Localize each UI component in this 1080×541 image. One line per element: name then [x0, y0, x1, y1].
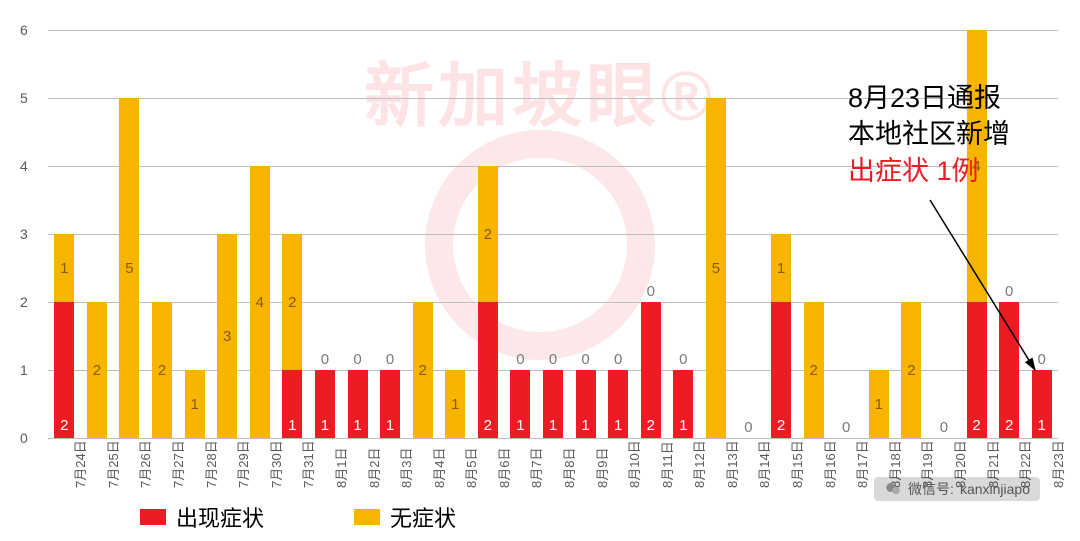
- x-tick-label: 8月4日: [429, 448, 448, 488]
- x-tick-label: 8月3日: [396, 448, 415, 488]
- x-tick-label: 8月7日: [526, 448, 545, 488]
- bar-label-asymptomatic: 2: [478, 226, 498, 243]
- x-tick-label: 8月16日: [820, 440, 839, 488]
- bar-label-symptomatic: 1: [315, 417, 335, 434]
- x-tick-label: 8月11日: [657, 441, 676, 488]
- legend-item-asymptomatic: 无症状: [354, 501, 456, 533]
- x-tick-label: 7月30日: [266, 440, 285, 488]
- x-tick-label: 8月1日: [331, 448, 350, 488]
- x-tick-label: 7月27日: [168, 440, 187, 488]
- legend-label-asymptomatic: 无症状: [390, 501, 456, 533]
- annotation-line3: 出症状 1例: [848, 153, 1010, 189]
- bar-label-zero-top: 0: [673, 351, 693, 368]
- legend: 出现症状 无症状: [140, 501, 456, 533]
- x-tick-label: 8月14日: [754, 440, 773, 488]
- bar-label-symptomatic: 1: [348, 417, 368, 434]
- bar-label-zero-top: 0: [348, 351, 368, 368]
- chart-container: 新加坡眼® 0123456212521341210101021221010101…: [0, 0, 1080, 541]
- bar-label-zero-top: 0: [1032, 351, 1052, 368]
- x-tick-label: 8月17日: [852, 440, 871, 488]
- wechat-badge: 微信号: kanxinjiapo: [874, 477, 1040, 501]
- bar-label-symptomatic: 1: [380, 417, 400, 434]
- x-tick-label: 8月6日: [494, 448, 513, 488]
- bar-label-zero-top: 0: [510, 351, 530, 368]
- bar-label-asymptomatic: 2: [901, 362, 921, 379]
- wechat-icon: [884, 480, 902, 498]
- y-tick-label: 1: [20, 362, 28, 378]
- x-tick-label: 7月28日: [201, 440, 220, 488]
- bar-label-symptomatic: 1: [1032, 417, 1052, 434]
- bar-label-asymptomatic: 2: [152, 362, 172, 379]
- bar-label-zero-top: 0: [641, 283, 661, 300]
- bar-label-symptomatic: 2: [967, 417, 987, 434]
- x-tick-label: 7月24日: [70, 440, 89, 488]
- bar-label-asymptomatic: 1: [54, 260, 74, 277]
- x-tick-label: 7月31日: [298, 440, 317, 488]
- x-tick-label: 7月26日: [135, 440, 154, 488]
- bar-label-zero: 0: [836, 419, 856, 436]
- y-tick-label: 5: [20, 90, 28, 106]
- bar-label-asymptomatic: 4: [250, 294, 270, 311]
- annotation-line2: 本地社区新增: [848, 116, 1010, 152]
- bar-label-symptomatic: 1: [673, 417, 693, 434]
- bar-label-asymptomatic: 1: [445, 396, 465, 413]
- bar-label-zero-top: 0: [576, 351, 596, 368]
- annotation-callout: 8月23日通报 本地社区新增 出症状 1例: [848, 80, 1010, 189]
- wechat-prefix: 微信号:: [908, 479, 954, 499]
- annotation-line1: 8月23日通报: [848, 80, 1010, 116]
- bar-label-symptomatic: 1: [576, 417, 596, 434]
- bar-label-symptomatic: 2: [999, 417, 1019, 434]
- bar-label-zero-top: 0: [315, 351, 335, 368]
- legend-swatch-asymptomatic: [354, 509, 380, 525]
- x-tick-label: 8月10日: [624, 440, 643, 488]
- y-tick-label: 4: [20, 158, 28, 174]
- gridline: [48, 438, 1058, 439]
- bar-label-symptomatic: 1: [543, 417, 563, 434]
- x-tick-label: 8月13日: [722, 440, 741, 488]
- bar-label-zero-top: 0: [543, 351, 563, 368]
- wechat-id: kanxinjiapo: [960, 481, 1030, 497]
- bar-label-zero-top: 0: [380, 351, 400, 368]
- bar-label-zero-top: 0: [999, 283, 1019, 300]
- x-tick-label: 8月15日: [787, 440, 806, 488]
- bar-label-asymptomatic: 1: [771, 260, 791, 277]
- bar-label-symptomatic: 1: [282, 417, 302, 434]
- bar-label-zero: 0: [738, 419, 758, 436]
- bar-label-asymptomatic: 1: [869, 396, 889, 413]
- x-tick-label: 8月9日: [592, 448, 611, 488]
- bar-label-symptomatic: 1: [608, 417, 628, 434]
- bar-label-asymptomatic: 3: [217, 328, 237, 345]
- y-tick-label: 0: [20, 430, 28, 446]
- x-tick-label: 8月12日: [689, 440, 708, 488]
- y-tick-label: 3: [20, 226, 28, 242]
- bar-label-zero-top: 0: [608, 351, 628, 368]
- bar-label-asymptomatic: 2: [87, 362, 107, 379]
- bar-label-asymptomatic: 1: [185, 396, 205, 413]
- bar-label-asymptomatic: 2: [282, 294, 302, 311]
- bar-label-symptomatic: 1: [510, 417, 530, 434]
- bar-label-symptomatic: 2: [771, 417, 791, 434]
- gridline: [48, 30, 1058, 31]
- x-tick-label: 8月5日: [461, 448, 480, 488]
- bar-label-symptomatic: 2: [641, 417, 661, 434]
- x-tick-label: 8月23日: [1048, 440, 1067, 488]
- bar-label-symptomatic: 2: [478, 417, 498, 434]
- x-tick-label: 8月8日: [559, 448, 578, 488]
- bar-label-asymptomatic: 5: [119, 260, 139, 277]
- gridline: [48, 234, 1058, 235]
- y-tick-label: 6: [20, 22, 28, 38]
- bar-label-zero: 0: [934, 419, 954, 436]
- bar-label-asymptomatic: 5: [706, 260, 726, 277]
- x-tick-label: 7月29日: [233, 440, 252, 488]
- legend-swatch-symptomatic: [140, 509, 166, 525]
- bar-label-symptomatic: 2: [54, 417, 74, 434]
- legend-item-symptomatic: 出现症状: [140, 501, 264, 533]
- x-tick-label: 8月2日: [364, 448, 383, 488]
- legend-label-symptomatic: 出现症状: [176, 501, 264, 533]
- bar-label-asymptomatic: 2: [804, 362, 824, 379]
- x-tick-label: 7月25日: [103, 440, 122, 488]
- y-tick-label: 2: [20, 294, 28, 310]
- bar-label-asymptomatic: 2: [413, 362, 433, 379]
